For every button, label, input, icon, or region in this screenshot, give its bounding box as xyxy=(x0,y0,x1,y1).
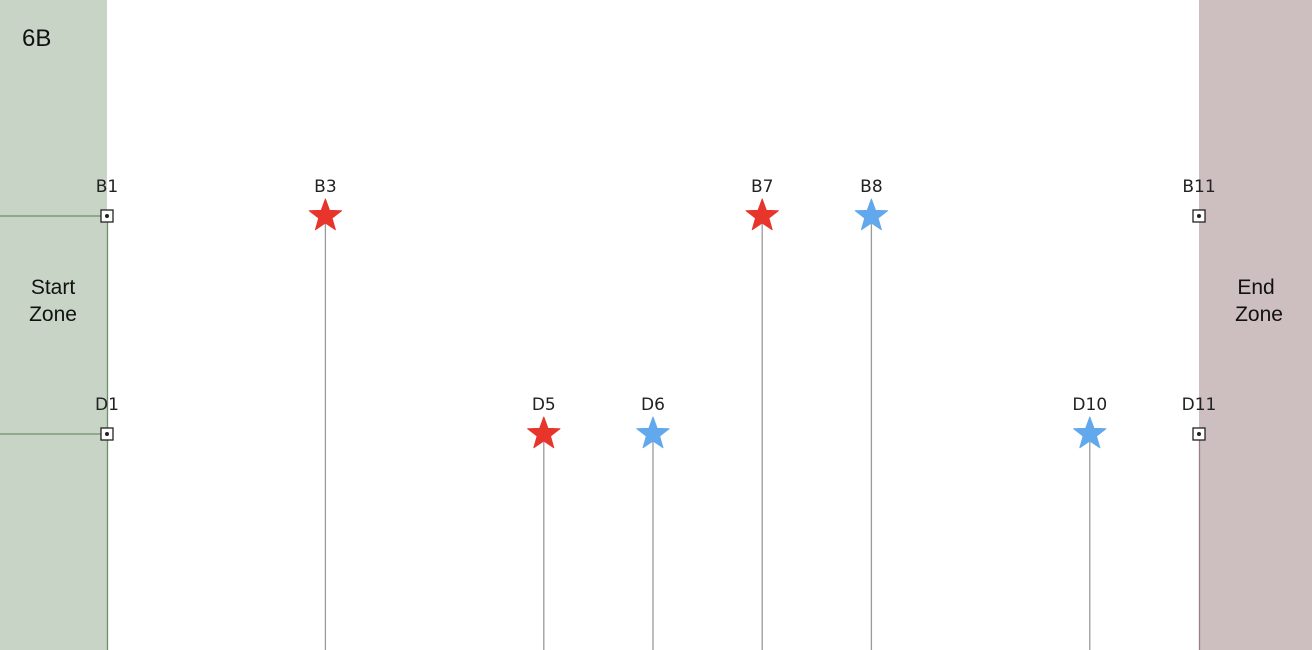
marker-label: B11 xyxy=(1182,177,1215,197)
marker-label: B8 xyxy=(860,177,882,197)
red-star-icon[interactable] xyxy=(308,198,343,231)
start-zone xyxy=(0,0,107,650)
marker-label: B3 xyxy=(314,177,336,197)
lines-layer xyxy=(0,215,1201,650)
start-zone-label-line1: Start xyxy=(31,276,76,299)
red-star-icon[interactable] xyxy=(745,198,779,231)
end-zone xyxy=(1199,0,1312,650)
panel-label: 6B xyxy=(22,25,51,52)
marker-label: D11 xyxy=(1182,395,1217,415)
marker-label: D1 xyxy=(95,395,119,415)
end-zone-label-line1: End xyxy=(1237,276,1274,299)
end-zone-label-line2: Zone xyxy=(1235,303,1283,326)
endpoint-dot-icon xyxy=(1197,432,1201,436)
marker-label: D6 xyxy=(641,395,665,415)
blue-star-icon[interactable] xyxy=(854,198,889,231)
start-zone-label-line2: Zone xyxy=(29,303,77,326)
marker-label: B7 xyxy=(751,177,773,197)
blue-star-icon[interactable] xyxy=(1073,416,1107,449)
endpoint-dot-icon xyxy=(105,214,109,218)
endpoint-dot-icon xyxy=(1197,214,1201,218)
marker-label: B1 xyxy=(96,177,118,197)
red-star-icon[interactable] xyxy=(527,416,561,449)
marker-label: D5 xyxy=(532,395,556,415)
marker-label: D10 xyxy=(1072,395,1107,415)
endpoint-dot-icon xyxy=(105,432,109,436)
markers-layer: B1 B3 B7 B8 B11 D1 D5 D6 D10 D11 xyxy=(95,177,1217,449)
blue-star-icon[interactable] xyxy=(636,416,670,449)
